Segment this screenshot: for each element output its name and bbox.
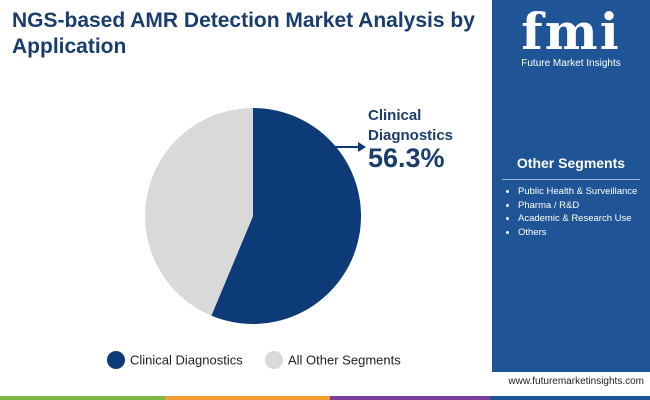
logo: fmi [521, 2, 621, 61]
stripe [0, 396, 165, 400]
pie-slice [145, 108, 253, 316]
legend-label: All Other Segments [288, 352, 401, 367]
legend-swatch [107, 351, 125, 369]
segment-list: Public Health & SurveillancePharma / R&D… [502, 185, 637, 239]
legend-label: Clinical Diagnostics [130, 352, 243, 367]
segment-item: Others [518, 226, 637, 240]
sidebar: fmi Future Market Insights Other Segment… [492, 0, 650, 372]
legend-swatch [265, 351, 283, 369]
stripe [330, 396, 490, 400]
chart: Clinical Diagnostics All Other Segments [107, 108, 401, 369]
sidebar-title: Other Segments [516, 155, 626, 171]
brand-name: Future Market Insights [521, 58, 621, 69]
chart-title: NGS-based AMR Detection Market Analysis … [12, 9, 475, 58]
segment-item: Academic & Research Use [518, 212, 637, 226]
divider [502, 179, 640, 180]
callout-arrow [358, 142, 366, 152]
website: www.futuremarketinsights.com [508, 376, 644, 387]
callout-value: 56.3% [368, 143, 445, 173]
segment-item: Public Health & Surveillance [518, 185, 637, 199]
stripe [490, 396, 650, 400]
callout-label: Clinical Diagnostics [368, 107, 454, 144]
stripe [165, 396, 330, 400]
pie-slice [211, 108, 361, 325]
segment-item: Pharma / R&D [518, 199, 637, 213]
